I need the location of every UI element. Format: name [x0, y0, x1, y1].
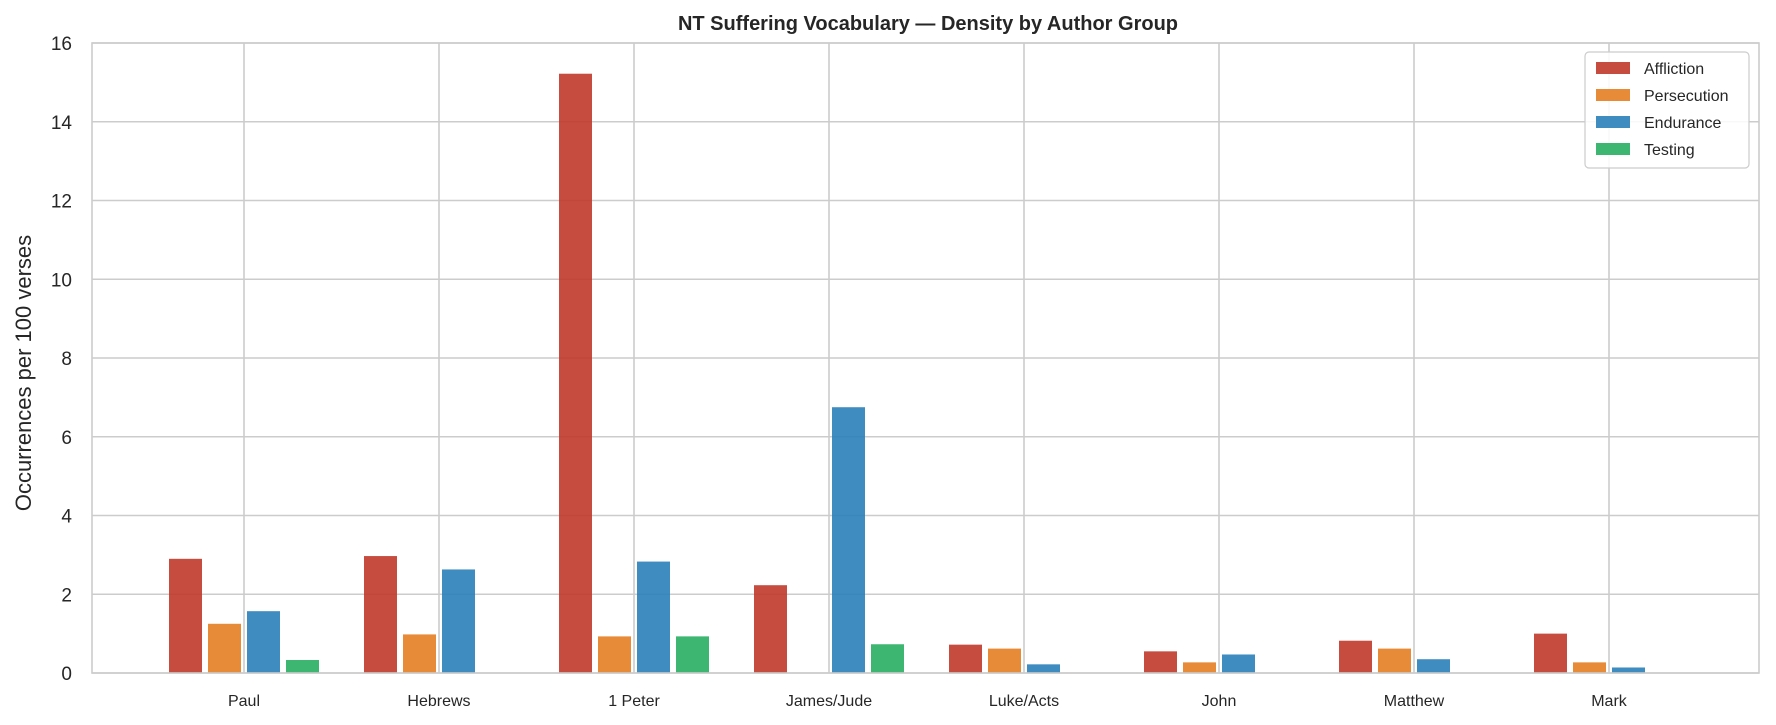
bar-persecution-hebrews — [403, 634, 436, 673]
bar-testing-james-jude — [871, 644, 904, 673]
legend-swatch — [1596, 116, 1630, 128]
y-tick-label: 12 — [51, 192, 72, 213]
chart-title: NT Suffering Vocabulary — Density by Aut… — [678, 13, 1178, 35]
bar-testing-1-peter — [676, 636, 709, 673]
legend-box — [1584, 51, 1750, 169]
x-tick-label: Luke/Acts — [989, 693, 1059, 710]
legend-swatch — [1596, 143, 1630, 155]
legend-label: Endurance — [1644, 115, 1721, 132]
bar-persecution-1-peter — [598, 636, 631, 673]
bar-persecution-mark — [1573, 662, 1606, 673]
y-tick-label: 14 — [51, 113, 73, 134]
bar-affliction-james-jude — [754, 585, 787, 673]
legend: Affliction Persecution Endurance Testing — [1584, 51, 1750, 169]
y-tick-label: 10 — [51, 270, 72, 291]
bar-persecution-luke-acts — [988, 648, 1021, 673]
legend-label: Testing — [1644, 142, 1695, 159]
y-tick-label: 2 — [61, 585, 72, 606]
y-tick-label: 0 — [61, 664, 72, 685]
y-axis-ticks: 0 2 4 6 8 10 12 14 16 — [51, 34, 73, 685]
bar-affliction-mark — [1534, 633, 1567, 673]
bars — [169, 73, 1645, 673]
legend-label: Persecution — [1644, 88, 1729, 105]
bar-endurance-paul — [247, 611, 280, 673]
x-tick-label: Hebrews — [407, 693, 470, 710]
x-tick-label: James/Jude — [786, 693, 872, 710]
bar-endurance-hebrews — [442, 569, 475, 673]
x-tick-label: Paul — [228, 693, 260, 710]
y-tick-label: 4 — [61, 507, 72, 528]
bar-persecution-john — [1183, 662, 1216, 673]
bar-endurance-mark — [1612, 667, 1645, 673]
legend-swatch — [1596, 89, 1630, 101]
x-tick-label: Matthew — [1384, 693, 1445, 710]
bar-affliction-1-peter — [559, 73, 592, 673]
bar-affliction-paul — [169, 558, 202, 673]
legend-label: Affliction — [1644, 61, 1704, 78]
bar-endurance-james-jude — [832, 407, 865, 673]
bar-affliction-john — [1144, 651, 1177, 673]
legend-swatch — [1596, 62, 1630, 74]
bar-testing-paul — [286, 660, 319, 673]
bar-endurance-john — [1222, 654, 1255, 673]
x-tick-label: Mark — [1591, 693, 1628, 710]
y-axis-label: Occurrences per 100 verses — [11, 235, 36, 511]
grid-lines — [92, 42, 1759, 674]
x-axis-ticks: Paul Hebrews 1 Peter James/Jude Luke/Acts Joh… — [228, 693, 1628, 710]
bar-affliction-hebrews — [364, 556, 397, 673]
y-tick-label: 16 — [51, 34, 72, 55]
bar-persecution-paul — [208, 623, 241, 673]
plot-frame — [91, 42, 1760, 674]
y-tick-label: 6 — [61, 428, 72, 449]
x-tick-label: John — [1202, 693, 1237, 710]
bar-endurance-luke-acts — [1027, 664, 1060, 673]
x-tick-label: 1 Peter — [608, 693, 660, 710]
bar-endurance-matthew — [1417, 659, 1450, 673]
bar-endurance-1-peter — [637, 561, 670, 673]
y-tick-label: 8 — [61, 349, 72, 370]
bar-affliction-matthew — [1339, 640, 1372, 673]
bar-persecution-matthew — [1378, 648, 1411, 673]
bar-affliction-luke-acts — [949, 644, 982, 673]
